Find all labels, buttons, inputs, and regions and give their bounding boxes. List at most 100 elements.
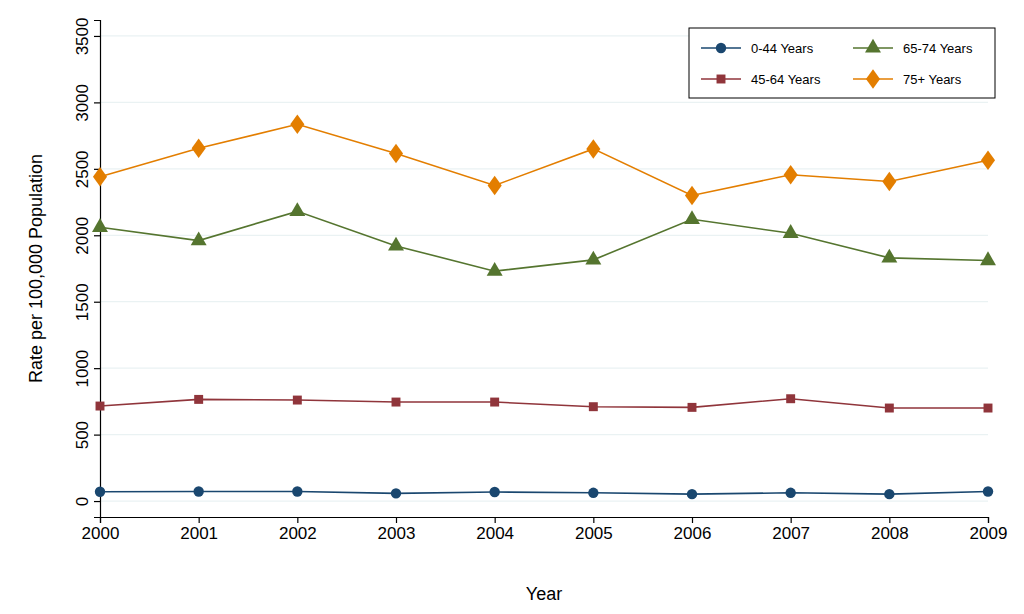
tick-label: 2003 — [378, 524, 416, 543]
tick: 3500 — [73, 18, 100, 56]
tick: 2006 — [674, 517, 712, 543]
marker — [585, 251, 601, 265]
legend-item: 65-74 Years — [853, 39, 973, 56]
legend-label: 65-74 Years — [903, 41, 973, 56]
grid-line — [100, 301, 988, 302]
grid-line — [100, 500, 988, 501]
marker — [293, 396, 302, 405]
tick-label: 2000 — [73, 217, 92, 255]
tick-mark — [692, 517, 693, 523]
marker — [786, 394, 795, 403]
tick-mark — [100, 517, 101, 523]
tick-label: 500 — [73, 421, 92, 449]
marker — [588, 488, 598, 498]
legend-box — [689, 28, 995, 98]
tick-mark — [94, 235, 100, 236]
marker — [95, 487, 105, 497]
marker — [391, 488, 401, 498]
marker — [489, 487, 499, 497]
marker — [984, 404, 993, 413]
tick: 3000 — [73, 84, 100, 122]
legend-label: 45-64 Years — [751, 72, 821, 87]
axis-line — [101, 518, 989, 524]
tick-label: 2007 — [772, 524, 810, 543]
tick-label: 2000 — [82, 524, 120, 543]
tick-label: 2004 — [476, 524, 514, 543]
marker — [882, 172, 896, 192]
marker — [784, 165, 798, 185]
plot: 0500100015002000250030003500200020012002… — [73, 18, 1007, 544]
legend-item: 75+ Years — [853, 69, 962, 89]
legend-marker — [865, 39, 881, 53]
legend-marker — [717, 75, 726, 84]
tick-label: 2002 — [279, 524, 317, 543]
marker — [586, 139, 600, 159]
tick: 2005 — [575, 517, 613, 543]
marker — [93, 167, 107, 187]
y-axis-title: Rate per 100,000 Population — [26, 154, 46, 383]
tick: 2007 — [772, 517, 810, 543]
tick-mark — [94, 501, 100, 502]
tick-mark — [94, 435, 100, 436]
tick: 0 — [73, 497, 100, 506]
tick-label: 2008 — [871, 524, 909, 543]
tick: 2001 — [180, 517, 218, 543]
marker — [980, 251, 996, 265]
series-group — [92, 115, 996, 500]
tick-mark — [297, 517, 298, 523]
grid-line — [100, 168, 988, 169]
tick-mark — [988, 517, 989, 523]
marker — [192, 138, 206, 158]
marker — [389, 144, 403, 164]
legend: 0-44 Years 45-64 Years 65-74 Years 75+ Year… — [689, 28, 995, 98]
marker — [684, 210, 700, 224]
marker — [194, 395, 203, 404]
marker — [191, 231, 207, 245]
tick-mark — [94, 302, 100, 303]
marker — [488, 176, 502, 196]
marker — [289, 202, 305, 216]
marker — [392, 398, 401, 407]
tick: 2004 — [476, 517, 514, 543]
series-line — [100, 211, 988, 271]
chart: 0500100015002000250030003500200020012002… — [0, 0, 1024, 614]
grid-line — [100, 235, 988, 236]
marker — [687, 489, 697, 499]
grid-line — [100, 102, 988, 103]
tick: 2002 — [279, 517, 317, 543]
series-line — [100, 124, 988, 195]
legend-label: 0-44 Years — [751, 41, 814, 56]
marker — [785, 488, 795, 498]
legend-item: 45-64 Years — [701, 72, 821, 87]
tick-mark — [94, 102, 100, 103]
y-axis: 0500100015002000250030003500 — [73, 18, 101, 518]
tick: 2009 — [970, 517, 1008, 543]
tick: 2003 — [378, 517, 416, 543]
tick: 2008 — [871, 517, 909, 543]
grid-line — [100, 434, 988, 435]
marker — [487, 262, 503, 276]
tick: 2000 — [82, 517, 120, 543]
tick-mark — [199, 517, 200, 523]
tick-label: 2500 — [73, 150, 92, 188]
tick-label: 2001 — [180, 524, 218, 543]
marker — [388, 237, 404, 251]
tick-label: 3000 — [73, 84, 92, 122]
marker — [193, 486, 203, 496]
marker — [884, 489, 894, 499]
marker — [783, 224, 799, 238]
x-axis-title: Year — [526, 584, 562, 604]
tick-mark — [94, 368, 100, 369]
marker — [885, 404, 894, 413]
tick: 2500 — [73, 150, 100, 188]
marker — [589, 402, 598, 411]
series-line — [100, 491, 988, 494]
tick-label: 1000 — [73, 350, 92, 388]
tick-label: 3500 — [73, 18, 92, 56]
tick-mark — [593, 517, 594, 523]
marker — [490, 398, 499, 407]
tick-mark — [889, 517, 890, 523]
marker — [292, 486, 302, 496]
tick-mark — [495, 517, 496, 523]
tick-label: 2009 — [970, 524, 1008, 543]
